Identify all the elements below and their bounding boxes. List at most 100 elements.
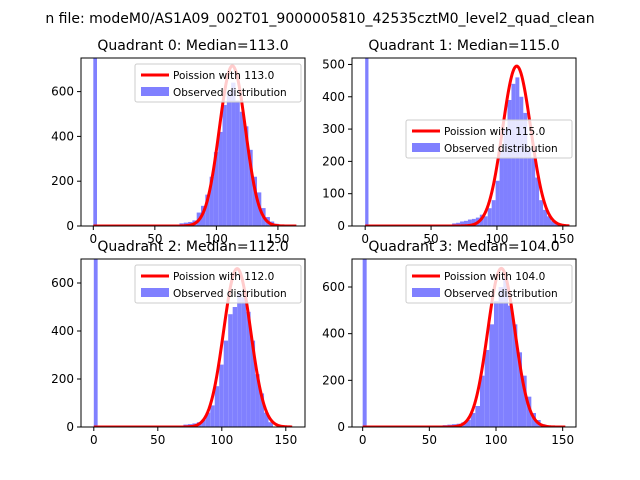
subplots: 0 50 100 150 0 200 400 600 Quadrant 0: Median=11… [51, 38, 577, 447]
histogram-bar [237, 292, 242, 427]
x-tick-label: 0 [89, 232, 97, 246]
histogram-bar [209, 176, 214, 226]
histogram-bar [250, 340, 256, 427]
y-tick-label: 600 [322, 280, 345, 294]
subplot-plot-area [361, 259, 567, 427]
histogram-bar-zero [365, 58, 369, 226]
histogram-bar [550, 221, 555, 226]
histogram-bar [523, 112, 528, 226]
y-tick-label: 600 [51, 85, 74, 99]
y-tick-label: 500 [322, 57, 345, 71]
x-tick-label: 50 [423, 232, 438, 246]
histogram-bar [475, 406, 480, 427]
poisson-line [92, 64, 298, 226]
subplot-quadrant-0: 0 50 100 150 0 200 400 600 Quadrant 0: Median=11… [51, 38, 306, 246]
legend-label-poisson: Poission with 104.0 [444, 271, 545, 283]
y-tick-label: 200 [322, 373, 345, 387]
x-tick-label: 100 [205, 232, 228, 246]
x-tick-label: 50 [150, 433, 165, 447]
subplot-quadrant-1: 0 50 100 150 0 100 200 300 400 500 Quadrant 1: Med… [322, 38, 577, 246]
x-tick-label: 150 [274, 433, 297, 447]
axes-frame [80, 57, 306, 227]
x-tick-label: 150 [266, 232, 289, 246]
subplot-quadrant-2: 0 50 100 150 0 200 400 600 Quadrant 2: Median=11… [51, 239, 306, 447]
histogram-bar [214, 386, 220, 427]
y-tick-label: 400 [322, 90, 345, 104]
legend: Poission with 115.0 Observed distribution [405, 119, 573, 159]
histogram-bar [522, 375, 527, 427]
histogram-bar [226, 91, 232, 226]
legend: Poission with 113.0 Observed distribution [134, 63, 302, 103]
histogram-bar [464, 220, 468, 226]
x-tick-label: 100 [485, 232, 508, 246]
histogram-bar [466, 420, 471, 427]
histogram-bar [480, 375, 485, 427]
legend-label-poisson: Poission with 115.0 [444, 126, 545, 138]
histogram-bar [487, 208, 492, 226]
histogram-bar [259, 393, 265, 427]
y-tick-label: 0 [337, 219, 345, 233]
legend-label-poisson: Poission with 113.0 [173, 70, 274, 82]
histogram-bar [531, 158, 536, 226]
y-tick-label: 200 [322, 154, 345, 168]
figure-suptitle: n file: modeM0/AS1A09_002T01_9000005810_… [45, 11, 594, 27]
legend-label-poisson: Poission with 112.0 [173, 271, 274, 283]
legend-hist-swatch [141, 87, 169, 96]
histogram-bar [539, 200, 544, 226]
histogram-bar [231, 82, 236, 226]
histogram-bar [512, 324, 518, 427]
histogram-bar [244, 126, 249, 226]
x-tick-label: 100 [485, 433, 508, 447]
legend-label-observed: Observed distribution [173, 288, 287, 300]
y-tick-label: 0 [66, 219, 74, 233]
legend-hist-swatch [412, 143, 440, 152]
histogram-bar [218, 131, 223, 226]
legend: Poission with 112.0 Observed distribution [134, 264, 302, 304]
histogram-bar [467, 219, 472, 226]
poisson-line [92, 267, 294, 427]
x-tick-label: 150 [551, 232, 574, 246]
histogram-bar [205, 194, 210, 226]
histogram-bar [456, 222, 461, 226]
histogram-bar [508, 305, 513, 427]
histogram-bar [223, 340, 229, 427]
histogram-bar [213, 152, 219, 226]
histogram-bar [460, 221, 464, 226]
subplot-plot-area [92, 259, 294, 427]
histogram-bar [535, 177, 540, 226]
legend-hist-swatch [141, 288, 169, 297]
histogram-bar [228, 314, 233, 427]
y-tick-label: 300 [322, 122, 345, 136]
histogram-bar [470, 413, 476, 427]
histogram-bar [239, 111, 245, 226]
x-tick-label: 0 [361, 232, 369, 246]
subplot-title: Quadrant 0: Median=113.0 [97, 38, 288, 54]
legend-box [405, 119, 573, 159]
subplot-quadrant-3: 0 50 100 150 0 200 400 600 Quadrant 3: Median=10… [322, 239, 577, 447]
y-tick-label: 600 [51, 276, 74, 290]
histogram-bar-zero [93, 58, 97, 226]
legend-label-observed: Observed distribution [173, 87, 287, 99]
histogram-bar-zero [93, 259, 98, 427]
legend-box [405, 264, 573, 304]
legend: Poission with 104.0 Observed distribution [405, 264, 573, 304]
y-tick-label: 400 [51, 129, 74, 143]
subplot-title: Quadrant 3: Median=104.0 [368, 239, 559, 255]
histogram-bar [248, 149, 253, 226]
histogram-bar [210, 405, 215, 427]
histogram-bar [255, 374, 260, 427]
histogram-bar [219, 364, 224, 427]
y-tick-label: 200 [51, 372, 74, 386]
histogram-bar [491, 200, 496, 226]
poisson-line [361, 266, 567, 427]
subplot-plot-area [92, 58, 298, 226]
legend-box [134, 264, 302, 304]
legend-label-observed: Observed distribution [444, 288, 558, 300]
x-tick-label: 50 [422, 433, 437, 447]
histogram-bar [495, 180, 500, 226]
y-tick-label: 100 [322, 187, 345, 201]
histogram-bar [483, 216, 488, 226]
subplot-title: Quadrant 1: Median=115.0 [368, 38, 559, 54]
